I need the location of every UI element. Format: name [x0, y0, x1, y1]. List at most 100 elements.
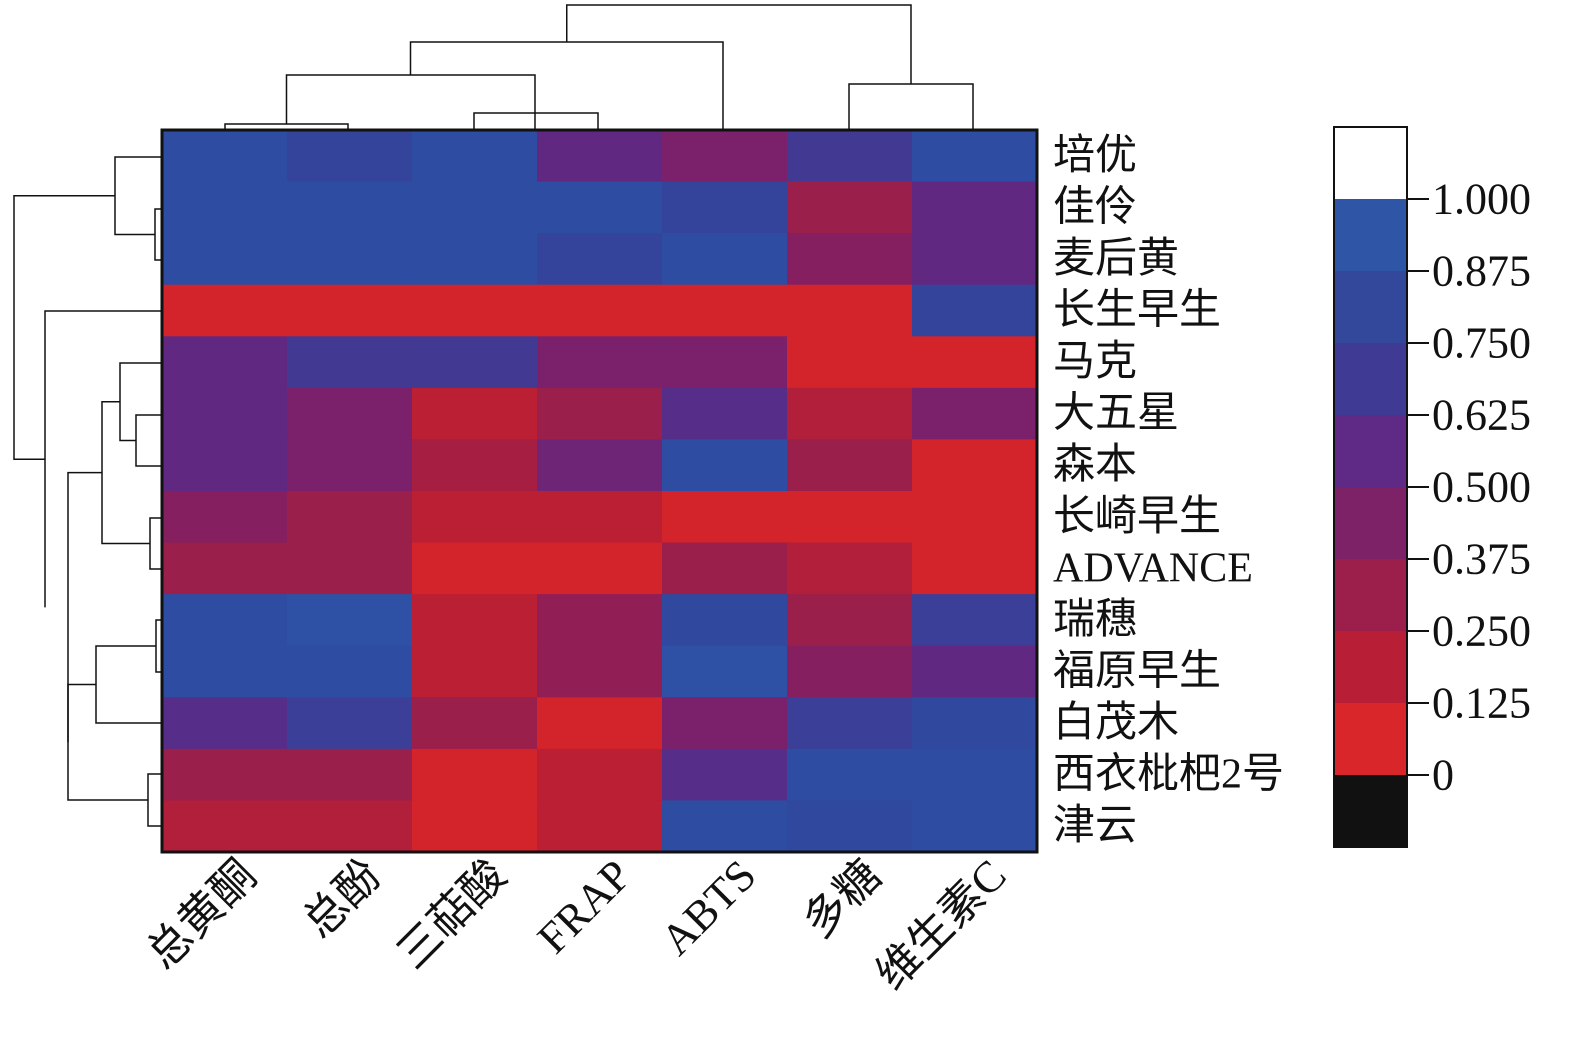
row-label: 麦后黄: [1053, 236, 1179, 282]
column-label: 总酚: [294, 850, 391, 947]
heatmap-cell: [912, 387, 1038, 441]
row-label: 长生早生: [1053, 288, 1221, 334]
heatmap-cell: [537, 645, 663, 698]
row-dendrogram: [13, 156, 162, 827]
column-label: 维生素C: [867, 850, 1016, 999]
heatmap-cell: [162, 336, 288, 389]
colorbar-tick-label: 1.000: [1432, 175, 1531, 224]
heatmap-cell: [537, 594, 663, 647]
heatmap-cell: [912, 748, 1038, 802]
heatmap-cell: [662, 439, 788, 492]
colorbar-tick-label: 0: [1432, 751, 1454, 800]
heatmap-cell: [287, 336, 413, 389]
heatmap-cell: [162, 439, 288, 492]
row-label: 西衣枇杷2号: [1053, 752, 1284, 798]
column-label: 总黄酮: [138, 850, 266, 978]
colorbar-tick-label: 0.125: [1432, 679, 1531, 728]
colorbar-tick-label: 0.625: [1432, 391, 1531, 440]
heatmap-cell: [537, 491, 663, 544]
heatmap-cell: [162, 130, 288, 183]
colorbar-ticks: 1.000 0.875 0.750 0.625 0.500 0.375 0.250 0.125…: [1407, 175, 1531, 800]
column-label: 多糖: [794, 850, 891, 947]
heatmap-cell: [162, 594, 288, 647]
row-label: 佳伶: [1053, 184, 1137, 230]
heatmap-cell: [287, 697, 413, 750]
heatmap-cell: [412, 594, 538, 647]
heatmap-cell: [912, 491, 1038, 544]
heatmap-cell: [537, 284, 663, 337]
column-dendrogram: [224, 4, 974, 130]
heatmap-cell: [912, 542, 1038, 595]
colorbar-band: [1334, 775, 1407, 848]
heatmap-cell: [162, 542, 288, 595]
heatmap-cell: [787, 130, 913, 183]
heatmap-cell: [787, 181, 913, 234]
heatmap-cell: [787, 491, 913, 544]
row-label: 森本: [1053, 442, 1137, 488]
heatmap-cell: [162, 491, 288, 544]
heatmap-cell: [662, 181, 788, 234]
heatmap-cell: [287, 387, 413, 441]
heatmap-cell: [662, 130, 788, 183]
colorbar-band: [1334, 559, 1407, 632]
colorbar-band: [1334, 703, 1407, 776]
heatmap-cell: [412, 800, 538, 853]
heatmap-cell: [912, 233, 1038, 286]
row-label: 马克: [1053, 339, 1137, 385]
heatmap-cell: [662, 387, 788, 441]
heatmap-cell: [537, 181, 663, 234]
row-label: 瑞穗: [1053, 597, 1137, 643]
row-label: 长崎早生: [1053, 494, 1221, 540]
heatmap-cell: [287, 233, 413, 286]
heatmap-cell: [162, 387, 288, 441]
heatmap-cell: [412, 748, 538, 802]
heatmap-cell: [662, 233, 788, 286]
heatmap-cell: [787, 439, 913, 492]
heatmap-cell: [912, 284, 1038, 337]
heatmap-cell: [412, 491, 538, 544]
heatmap-cell: [912, 336, 1038, 389]
heatmap-cell: [287, 645, 413, 698]
row-label: 津云: [1053, 803, 1137, 849]
heatmap-cell: [287, 748, 413, 802]
row-label: 白茂木: [1053, 700, 1179, 746]
heatmap-cell: [162, 233, 288, 286]
heatmap-cell: [662, 800, 788, 853]
heatmap-cell: [912, 800, 1038, 853]
heatmap-cell: [162, 181, 288, 234]
heatmap-cell: [412, 645, 538, 698]
heatmap-cell: [787, 697, 913, 750]
heatmap-cell: [662, 594, 788, 647]
heatmap-cell: [537, 336, 663, 389]
heatmap-cell: [662, 645, 788, 698]
colorbar-band: [1334, 343, 1407, 416]
heatmap-cell: [412, 542, 538, 595]
heatmap-cell: [287, 542, 413, 595]
colorbar-tick-label: 0.875: [1432, 247, 1531, 296]
heatmap-cell: [537, 387, 663, 441]
row-label: 培优: [1053, 133, 1137, 179]
heatmap-cell: [662, 491, 788, 544]
heatmap-cell: [537, 233, 663, 286]
heatmap-cell: [537, 439, 663, 492]
heatmap-frame: [160, 128, 1039, 854]
colorbar-bands: [1334, 127, 1407, 848]
colorbar-band: [1334, 631, 1407, 704]
heatmap-cell: [787, 645, 913, 698]
heatmap-cell: [537, 748, 663, 802]
heatmap-cell: [787, 800, 913, 853]
column-label: FRAP: [528, 850, 640, 962]
heatmap-cell: [787, 748, 913, 802]
heatmap-cell: [412, 130, 538, 183]
colorbar-tick-label: 0.750: [1432, 319, 1531, 368]
heatmap-cell: [912, 130, 1038, 183]
heatmap-cell: [662, 284, 788, 337]
heatmap-cells: [162, 130, 1038, 853]
column-label: 三萜酸: [388, 850, 516, 978]
heatmap-cell: [287, 439, 413, 492]
heatmap-cell: [162, 800, 288, 853]
heatmap-cell: [162, 748, 288, 802]
heatmap-cell: [287, 800, 413, 853]
